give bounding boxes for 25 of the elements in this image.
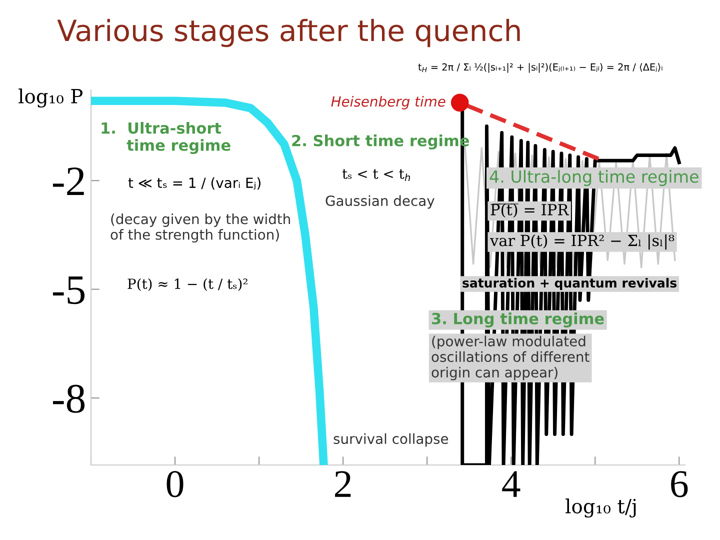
annotation: var P(t) = IPR² − Σₗ |sₗ|⁸ [490,234,674,250]
annotation: survival collapse [334,433,448,447]
annotation: (decay given by the width of the strength function) [110,214,290,242]
annotation: (power-law modulated oscillations of different origin can appear) [432,336,590,380]
annotation: 4. Ultra-long time regime [490,170,698,186]
annotation: Gaussian decay [326,195,434,209]
x-tick-label: 4 [502,471,520,497]
y-tick-label: -5 [52,276,85,304]
annotation: 1. Ultra-short time regime [102,122,230,154]
annotation: P(t) ≈ 1 − (t / tₛ)² [128,278,248,291]
annotation: tₛ < t < t$_{h}$ [342,169,410,181]
annotation: Heisenberg time [331,96,446,110]
annotation: saturation + quantum revivals [462,278,676,290]
y-axis-title: log₁₀ P [18,88,83,108]
chart-title: Various stages after the quench [57,18,520,48]
x-tick-label: 6 [671,471,688,498]
x-tick-label: 2 [335,471,351,497]
text: t$_{H}$ = 2π / Σₗ ½(|sₗ₊₁|² + |sₗ|²)(Eⱼ₍ₗ₊₁₎ − Eⱼₗ) = 2π / ⟨ΔEⱼ⟩ₗ [418,63,662,73]
annotation: P̅(̅t̅)̅ = IPR [490,204,570,218]
x-tick-label: 0 [166,470,184,498]
annotation: 3. Long time regime [432,312,604,328]
x-axis-title: log₁₀ t/j [566,498,636,518]
annotation: t ≪ tₛ = 1 / (varᵢ Eⱼ) [128,177,260,190]
y-tick-label: -8 [52,384,85,413]
y-tick-label: -2 [52,167,84,196]
